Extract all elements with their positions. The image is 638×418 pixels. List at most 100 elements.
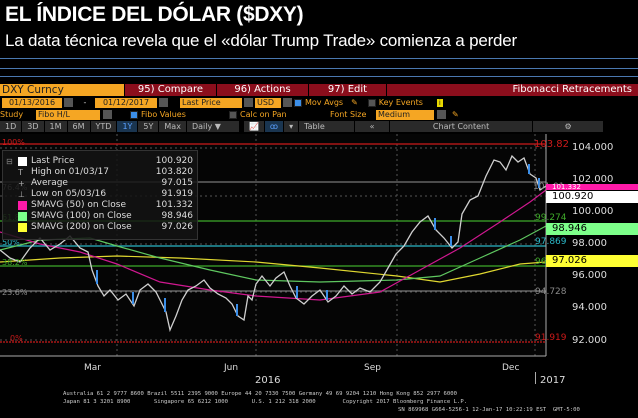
table-button[interactable]: Table <box>299 121 355 132</box>
toolbar-row-4: 1D 3D 1M 6M YTD 1Y 5Y Max Daily ▼ 📈 ꝏ ▾ … <box>0 121 604 132</box>
period-tab-5y[interactable]: 5Y <box>138 121 159 132</box>
legend-row-high: T High on 01/03/17 103.820 <box>3 167 199 178</box>
legend-row-sma200: SMAVG (200) on Close 97.026 <box>3 222 199 233</box>
page-title: EL ÍNDICE DEL DÓLAR ($DXY) <box>5 3 304 26</box>
calendar-icon[interactable] <box>64 98 73 107</box>
ticker-field[interactable]: DXY Curncy <box>0 84 124 96</box>
collapse-button[interactable]: « <box>355 121 390 132</box>
legend-value: 101.332 <box>155 200 193 210</box>
chart-content-button[interactable]: Chart Content <box>390 121 533 132</box>
settings-icon[interactable]: ⚙ <box>533 121 604 132</box>
pencil-icon[interactable]: ✎ <box>351 98 358 107</box>
mov-avgs-label: Mov Avgs <box>305 98 344 107</box>
fib-pct-38: 38.2% <box>2 258 28 267</box>
x-tick-sep: Sep <box>364 363 381 373</box>
mov-avgs-checkbox[interactable] <box>294 98 302 107</box>
chart-style-icon[interactable]: ꝏ <box>264 121 284 132</box>
legend-value: 97.015 <box>161 178 194 188</box>
sma50-line <box>0 189 547 301</box>
sma200-line <box>0 255 547 283</box>
period-tab-6m[interactable]: 6M <box>67 121 90 132</box>
study-select[interactable]: Fibo H/L <box>36 109 100 120</box>
calc-on-pan-checkbox[interactable] <box>229 110 237 119</box>
chart-legend: ⊟ Last Price 100.920 T High on 01/03/17 … <box>2 150 198 240</box>
period-tab-max[interactable]: Max <box>159 121 186 132</box>
fib-pct-23: 23.6% <box>2 288 28 297</box>
swatch-icon <box>18 223 27 232</box>
dropdown-icon[interactable] <box>437 110 446 119</box>
fib-value-0: 91.919 <box>535 333 567 343</box>
swatch-icon <box>18 157 27 166</box>
end-date-field[interactable]: 01/12/2017 <box>95 97 157 108</box>
high-marker-icon: T <box>18 168 23 177</box>
swatch-icon <box>18 212 27 221</box>
info-icon[interactable]: i <box>436 98 443 107</box>
divider <box>0 76 638 77</box>
price-field-select[interactable]: Last Price <box>180 97 242 108</box>
fib-pct-100: 100% <box>2 138 25 147</box>
collapse-legend-icon[interactable]: ⊟ <box>6 157 13 166</box>
legend-value: 91.919 <box>161 189 194 199</box>
period-tab-1y[interactable]: 1Y <box>117 121 138 132</box>
legend-label: SMAVG (50) on Close <box>31 200 126 210</box>
legend-value: 103.820 <box>155 167 193 177</box>
y-tick: 98.000 <box>572 238 607 249</box>
date-separator: - <box>83 98 87 107</box>
period-tab-3d[interactable]: 3D <box>22 121 44 132</box>
legend-row-low: ⊥ Low on 05/03/16 91.919 <box>3 189 199 200</box>
x-tick-dec: Dec <box>502 363 520 373</box>
compare-button[interactable]: 95) Compare <box>124 84 216 96</box>
start-date-field[interactable]: 01/13/2016 <box>2 97 62 108</box>
period-tab-ytd[interactable]: YTD <box>90 121 117 132</box>
actions-button[interactable]: 96) Actions <box>216 84 308 96</box>
dropdown-icon[interactable] <box>283 98 292 107</box>
down-candles <box>96 164 540 316</box>
dropdown-icon[interactable] <box>103 110 112 119</box>
fibo-values-checkbox[interactable] <box>130 110 138 119</box>
legend-label: SMAVG (100) on Close <box>31 211 132 221</box>
footer-contacts-2: Japan 81 3 3201 8900 Singapore 65 6212 1… <box>63 399 468 405</box>
calendar-icon[interactable] <box>159 98 168 107</box>
key-events-checkbox[interactable] <box>367 98 376 107</box>
pencil-icon[interactable]: ✎ <box>452 110 459 119</box>
legend-row-sma50: SMAVG (50) on Close 101.332 <box>3 200 199 211</box>
legend-label: High on 01/03/17 <box>31 167 110 177</box>
footer-timestamp: SN 869968 G664-5256-1 12-Jan-17 10:22:19… <box>398 407 580 413</box>
last-price-line <box>0 154 547 333</box>
sma50-price-tag: 101.332 <box>546 184 638 190</box>
fibo-values-label: Fibo Values <box>141 110 186 119</box>
toolbar-row-1: DXY Curncy 95) Compare 96) Actions 97) E… <box>0 84 638 96</box>
font-size-select[interactable]: Medium <box>376 109 434 120</box>
toolbar-row-2: 01/13/2016 - 01/12/2017 Last Price USD M… <box>0 97 443 108</box>
period-tab-1m[interactable]: 1M <box>44 121 67 132</box>
study-label: Study <box>0 110 24 119</box>
bloomberg-toolbar: DXY Curncy 95) Compare 96) Actions 97) E… <box>0 84 638 134</box>
divider <box>0 68 638 69</box>
dropdown-icon[interactable] <box>244 98 253 107</box>
y-tick: 104.000 <box>572 142 614 153</box>
fib-value-100: 103.82 <box>534 139 569 150</box>
study-title: Fibonacci Retracements <box>386 84 638 96</box>
y-tick: 102.000 <box>572 174 614 185</box>
edit-button[interactable]: 97) Edit <box>308 84 386 96</box>
fib-pct-50: 50% <box>2 238 20 247</box>
fib-value-50: 97.869 <box>535 237 567 247</box>
year-divider <box>535 372 536 384</box>
chevron-down-icon: ▼ <box>214 122 221 131</box>
font-size-label: Font Size <box>330 110 367 119</box>
chart-content-label: Chart Content <box>432 122 490 131</box>
period-tab-1d[interactable]: 1D <box>0 121 22 132</box>
currency-select[interactable]: USD <box>255 97 281 108</box>
divider <box>0 58 638 59</box>
x-year-2017: 2017 <box>540 375 566 386</box>
legend-row-average: + Average 97.015 <box>3 178 199 189</box>
y-tick: 92.000 <box>572 335 607 346</box>
x-tick-mar: Mar <box>84 363 101 373</box>
frequency-select[interactable]: Daily ▼ <box>186 121 239 132</box>
sma200-price-tag: 97.026 <box>546 255 638 267</box>
legend-value: 98.946 <box>161 211 194 221</box>
line-chart-icon[interactable]: 📈 <box>243 121 264 132</box>
y-tick: 96.000 <box>572 270 607 281</box>
dropdown-icon[interactable]: ▾ <box>284 121 299 132</box>
fib-value-61: 99.274 <box>535 213 567 223</box>
